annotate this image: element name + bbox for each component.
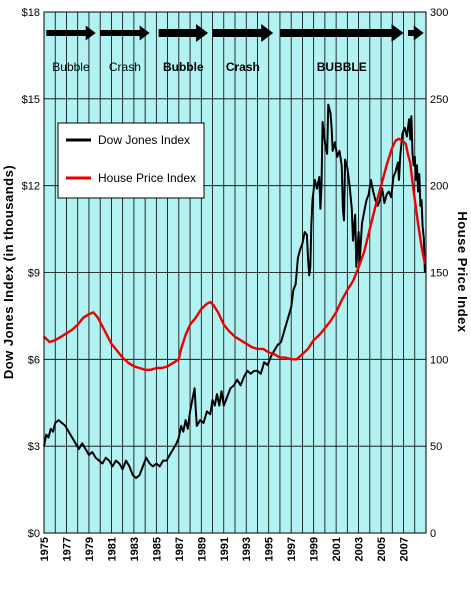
- y2-tick-label: 100: [430, 354, 448, 366]
- phase-label: Crash: [226, 60, 260, 74]
- x-tick-label: 1975: [39, 537, 51, 561]
- x-tick-label: 1997: [286, 537, 298, 561]
- x-tick-label: 2007: [399, 537, 411, 561]
- y-axis-ticks: $0 $3 $6 $9 $12 $15 $18: [22, 7, 40, 540]
- x-tick-label: 1991: [219, 537, 231, 561]
- x-tick-label: 1995: [264, 537, 276, 561]
- phase-arrow: Bubble: [158, 24, 209, 74]
- series: [43, 103, 427, 479]
- y2-tick-label: 200: [430, 181, 448, 193]
- x-tick-label: 1993: [241, 537, 253, 561]
- y-tick-label: $15: [22, 94, 40, 106]
- x-tick-label: 2001: [331, 537, 343, 561]
- x-tick-label: 2003: [354, 537, 366, 561]
- phase-arrow-head: [391, 24, 404, 42]
- plot-frame: [43, 11, 427, 534]
- phase-arrow-head: [85, 25, 96, 41]
- y-tick-label: $0: [28, 528, 40, 540]
- x-tick-label: 1999: [309, 537, 321, 561]
- y-tick-label: $6: [28, 354, 40, 366]
- x-axis-ticks: 1975 1977 1979 1981 1983 1985 1987 1989 1991 1993…: [39, 537, 411, 561]
- y-tick-label: $18: [22, 7, 40, 19]
- phase-arrow: BUBBLE: [279, 24, 404, 74]
- y-tick-label: $3: [28, 441, 40, 453]
- y2-tick-label: 250: [430, 94, 448, 106]
- phase-label: Crash: [109, 60, 141, 74]
- phase-label: Bubble: [163, 60, 204, 74]
- x-tick-label: 1979: [84, 537, 96, 561]
- legend-label-dow: Dow Jones Index: [98, 133, 190, 147]
- phase-label: BUBBLE: [317, 60, 367, 74]
- y2-tick-label: 50: [430, 441, 442, 453]
- y2-tick-label: 300: [430, 7, 448, 19]
- phase-label: Bubble: [52, 60, 90, 74]
- legend-box: [57, 122, 205, 199]
- y-tick-label: $12: [22, 181, 40, 193]
- phase-arrows: Bubble Crash Bubble Crash BUBBLE: [46, 24, 424, 74]
- x-tick-label: 2005: [376, 537, 388, 561]
- phase-arrow-head: [261, 24, 274, 42]
- x-tick-label: 1987: [174, 537, 186, 561]
- grid: [44, 12, 426, 533]
- phase-arrow: [408, 25, 424, 41]
- legend-label-house: House Price Index: [98, 171, 196, 185]
- phase-arrow-head: [139, 25, 150, 41]
- phase-arrow: Crash: [212, 24, 274, 74]
- x-tick-label: 1989: [196, 537, 208, 561]
- x-tick-label: 1977: [61, 537, 73, 561]
- y-axis-title: Dow Jones Index (in thousands): [1, 165, 16, 379]
- x-tick-label: 1981: [106, 537, 118, 561]
- x-tick-label: 1983: [129, 537, 141, 561]
- x-tick-label: 1985: [151, 537, 163, 561]
- series-line-house-price-index: [43, 137, 427, 371]
- y2-axis-ticks: 0 50 100 150 200 250 300: [430, 7, 448, 540]
- y2-tick-label: 150: [430, 268, 448, 280]
- phase-arrow-head: [413, 25, 424, 41]
- phase-arrow-head: [196, 24, 209, 42]
- y2-tick-label: 0: [430, 528, 436, 540]
- phase-arrow: Bubble: [46, 25, 96, 74]
- phase-arrow: Crash: [100, 25, 150, 74]
- y-tick-label: $9: [28, 268, 40, 280]
- series-line-dow-jones-index: [43, 103, 426, 479]
- legend: Dow Jones Index House Price Index: [57, 122, 205, 199]
- y2-axis-title: House Price Index: [455, 211, 470, 332]
